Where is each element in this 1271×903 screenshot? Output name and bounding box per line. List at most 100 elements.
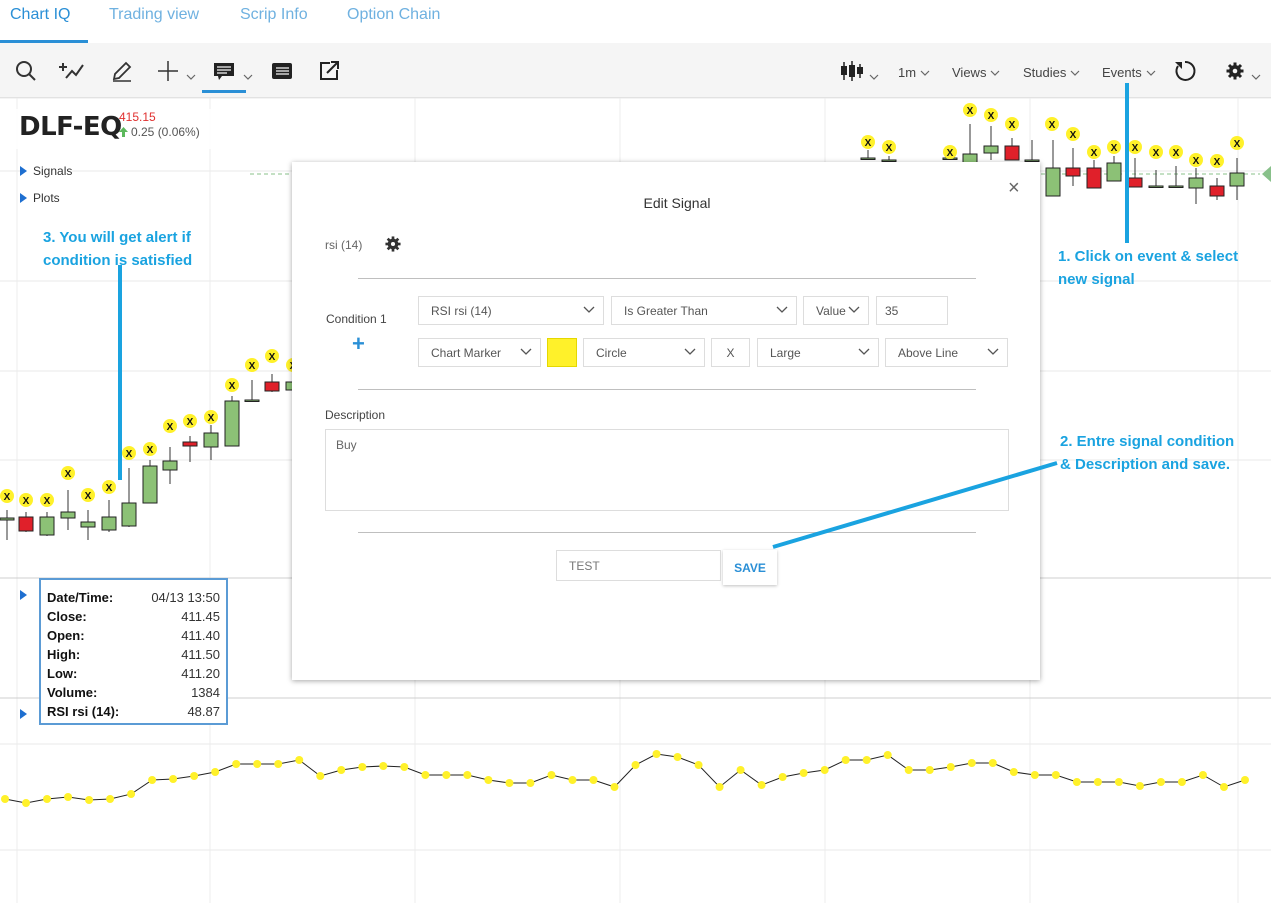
rsi-point (190, 772, 199, 780)
study-field-select[interactable]: RSI rsi (14) (418, 296, 604, 325)
rsi-point (484, 776, 493, 784)
table-icon[interactable] (271, 59, 293, 83)
rsi-point (463, 771, 472, 779)
chevron-down-icon (920, 70, 930, 76)
settings-icon[interactable] (1226, 59, 1244, 83)
value-input[interactable]: 35 (876, 296, 948, 325)
tab-option-chain[interactable]: Option Chain (347, 6, 441, 23)
signal-marker-label: X (1193, 156, 1200, 167)
data-label: Open: (47, 628, 85, 643)
rsi-point (337, 766, 346, 774)
info-display-icon[interactable] (213, 59, 235, 83)
marker-label-input[interactable]: X (711, 338, 750, 367)
signal-name-input[interactable]: TEST (556, 550, 721, 581)
candle-body (203, 432, 219, 448)
rsi-point (799, 769, 808, 777)
annotation-line: condition is satisfied (43, 252, 193, 269)
candle-body (121, 502, 137, 527)
signals-toggle[interactable]: Signals (20, 164, 73, 178)
candle-body (1209, 185, 1225, 197)
annotation-step-1: 1. Click on event & select new signal (1058, 245, 1238, 291)
close-icon[interactable]: × (1008, 177, 1020, 199)
data-value: 1384 (191, 685, 220, 700)
add-condition-button[interactable]: + (352, 331, 365, 356)
chevron-down-icon (520, 348, 532, 355)
signal-marker (943, 145, 957, 159)
signal-marker-label: X (988, 111, 995, 122)
description-textarea[interactable]: Buy (325, 429, 1009, 511)
chevron-down-icon[interactable] (243, 67, 253, 85)
chart-style-icon[interactable] (840, 59, 864, 83)
data-row: Low: 411.20 (47, 664, 220, 683)
chevron-down-icon[interactable] (186, 67, 196, 85)
candle-body (39, 516, 55, 536)
candle-body (80, 521, 96, 528)
data-label: High: (47, 647, 81, 662)
search-icon[interactable] (15, 59, 37, 83)
select-value: Large (770, 345, 801, 360)
signal-marker (1087, 145, 1101, 159)
signal-marker (963, 103, 977, 117)
rsi-point (127, 790, 136, 798)
signal-marker-label: X (1070, 130, 1077, 141)
plots-label: Plots (33, 191, 60, 205)
rsi-point (757, 781, 766, 789)
rsi-point (547, 771, 556, 779)
chevron-down-icon[interactable] (1251, 67, 1261, 85)
views-menu[interactable]: Views (952, 65, 1000, 80)
candle-body (1065, 167, 1081, 177)
operator-select[interactable]: Is Greater Than (611, 296, 797, 325)
shape-select[interactable]: Circle (583, 338, 705, 367)
data-label: RSI rsi (14): (47, 704, 120, 719)
select-value: RSI rsi (14) (431, 303, 492, 318)
study-name: rsi (14) (325, 238, 363, 252)
gear-icon[interactable] (385, 236, 401, 257)
add-study-icon[interactable] (58, 59, 84, 83)
save-button[interactable]: SAVE (723, 550, 777, 585)
candle-body (142, 465, 158, 504)
chevron-down-icon (858, 348, 870, 355)
refresh-icon[interactable] (1173, 59, 1197, 83)
symbol-header: DLF-EQ 415.15 0.25 (0.06%) (14, 109, 268, 149)
rsi-line (1, 750, 1249, 807)
tab-chart-iq[interactable]: Chart IQ (10, 6, 71, 23)
studies-menu[interactable]: Studies (1023, 65, 1080, 80)
marker-type-select[interactable]: Chart Marker (418, 338, 541, 367)
data-value: 411.20 (181, 666, 220, 681)
chevron-down-icon[interactable] (869, 67, 879, 85)
tab-trading-view[interactable]: Trading view (109, 6, 200, 23)
crosshair-icon[interactable] (157, 59, 179, 83)
panel-toggle[interactable] (20, 590, 27, 600)
compare-type-select[interactable]: Value (803, 296, 869, 325)
share-icon[interactable] (318, 59, 340, 83)
signal-marker-label: X (865, 138, 872, 149)
candles (0, 124, 1245, 540)
rsi-point (442, 771, 451, 779)
draw-pencil-icon[interactable] (111, 59, 133, 83)
signal-marker (163, 419, 177, 433)
position-select[interactable]: Above Line (885, 338, 1008, 367)
rsi-point (274, 760, 283, 768)
signal-marker (19, 493, 33, 507)
expand-icon (20, 590, 27, 600)
signal-marker (183, 414, 197, 428)
rsi-point (841, 756, 850, 764)
rsi-point (673, 753, 682, 761)
marker-color-swatch[interactable] (547, 338, 577, 367)
candle-body (162, 460, 178, 471)
rsi-panel-toggle[interactable] (20, 709, 27, 719)
active-tab-indicator (0, 40, 88, 43)
candle-body (1188, 177, 1204, 189)
plots-toggle[interactable]: Plots (20, 191, 60, 205)
tab-scrip-info[interactable]: Scrip Info (240, 6, 308, 23)
events-menu[interactable]: Events (1102, 65, 1156, 80)
size-select[interactable]: Large (757, 338, 879, 367)
rsi-point (1156, 778, 1165, 786)
data-value: 411.40 (181, 628, 220, 643)
periodicity-label: 1m (898, 65, 917, 80)
select-value: Above Line (898, 345, 959, 360)
periodicity-menu[interactable]: 1m (898, 65, 930, 80)
annotation-step-2: 2. Entre signal condition & Description … (1060, 430, 1234, 476)
rsi-point (1009, 768, 1018, 776)
rsi-point (379, 762, 388, 770)
